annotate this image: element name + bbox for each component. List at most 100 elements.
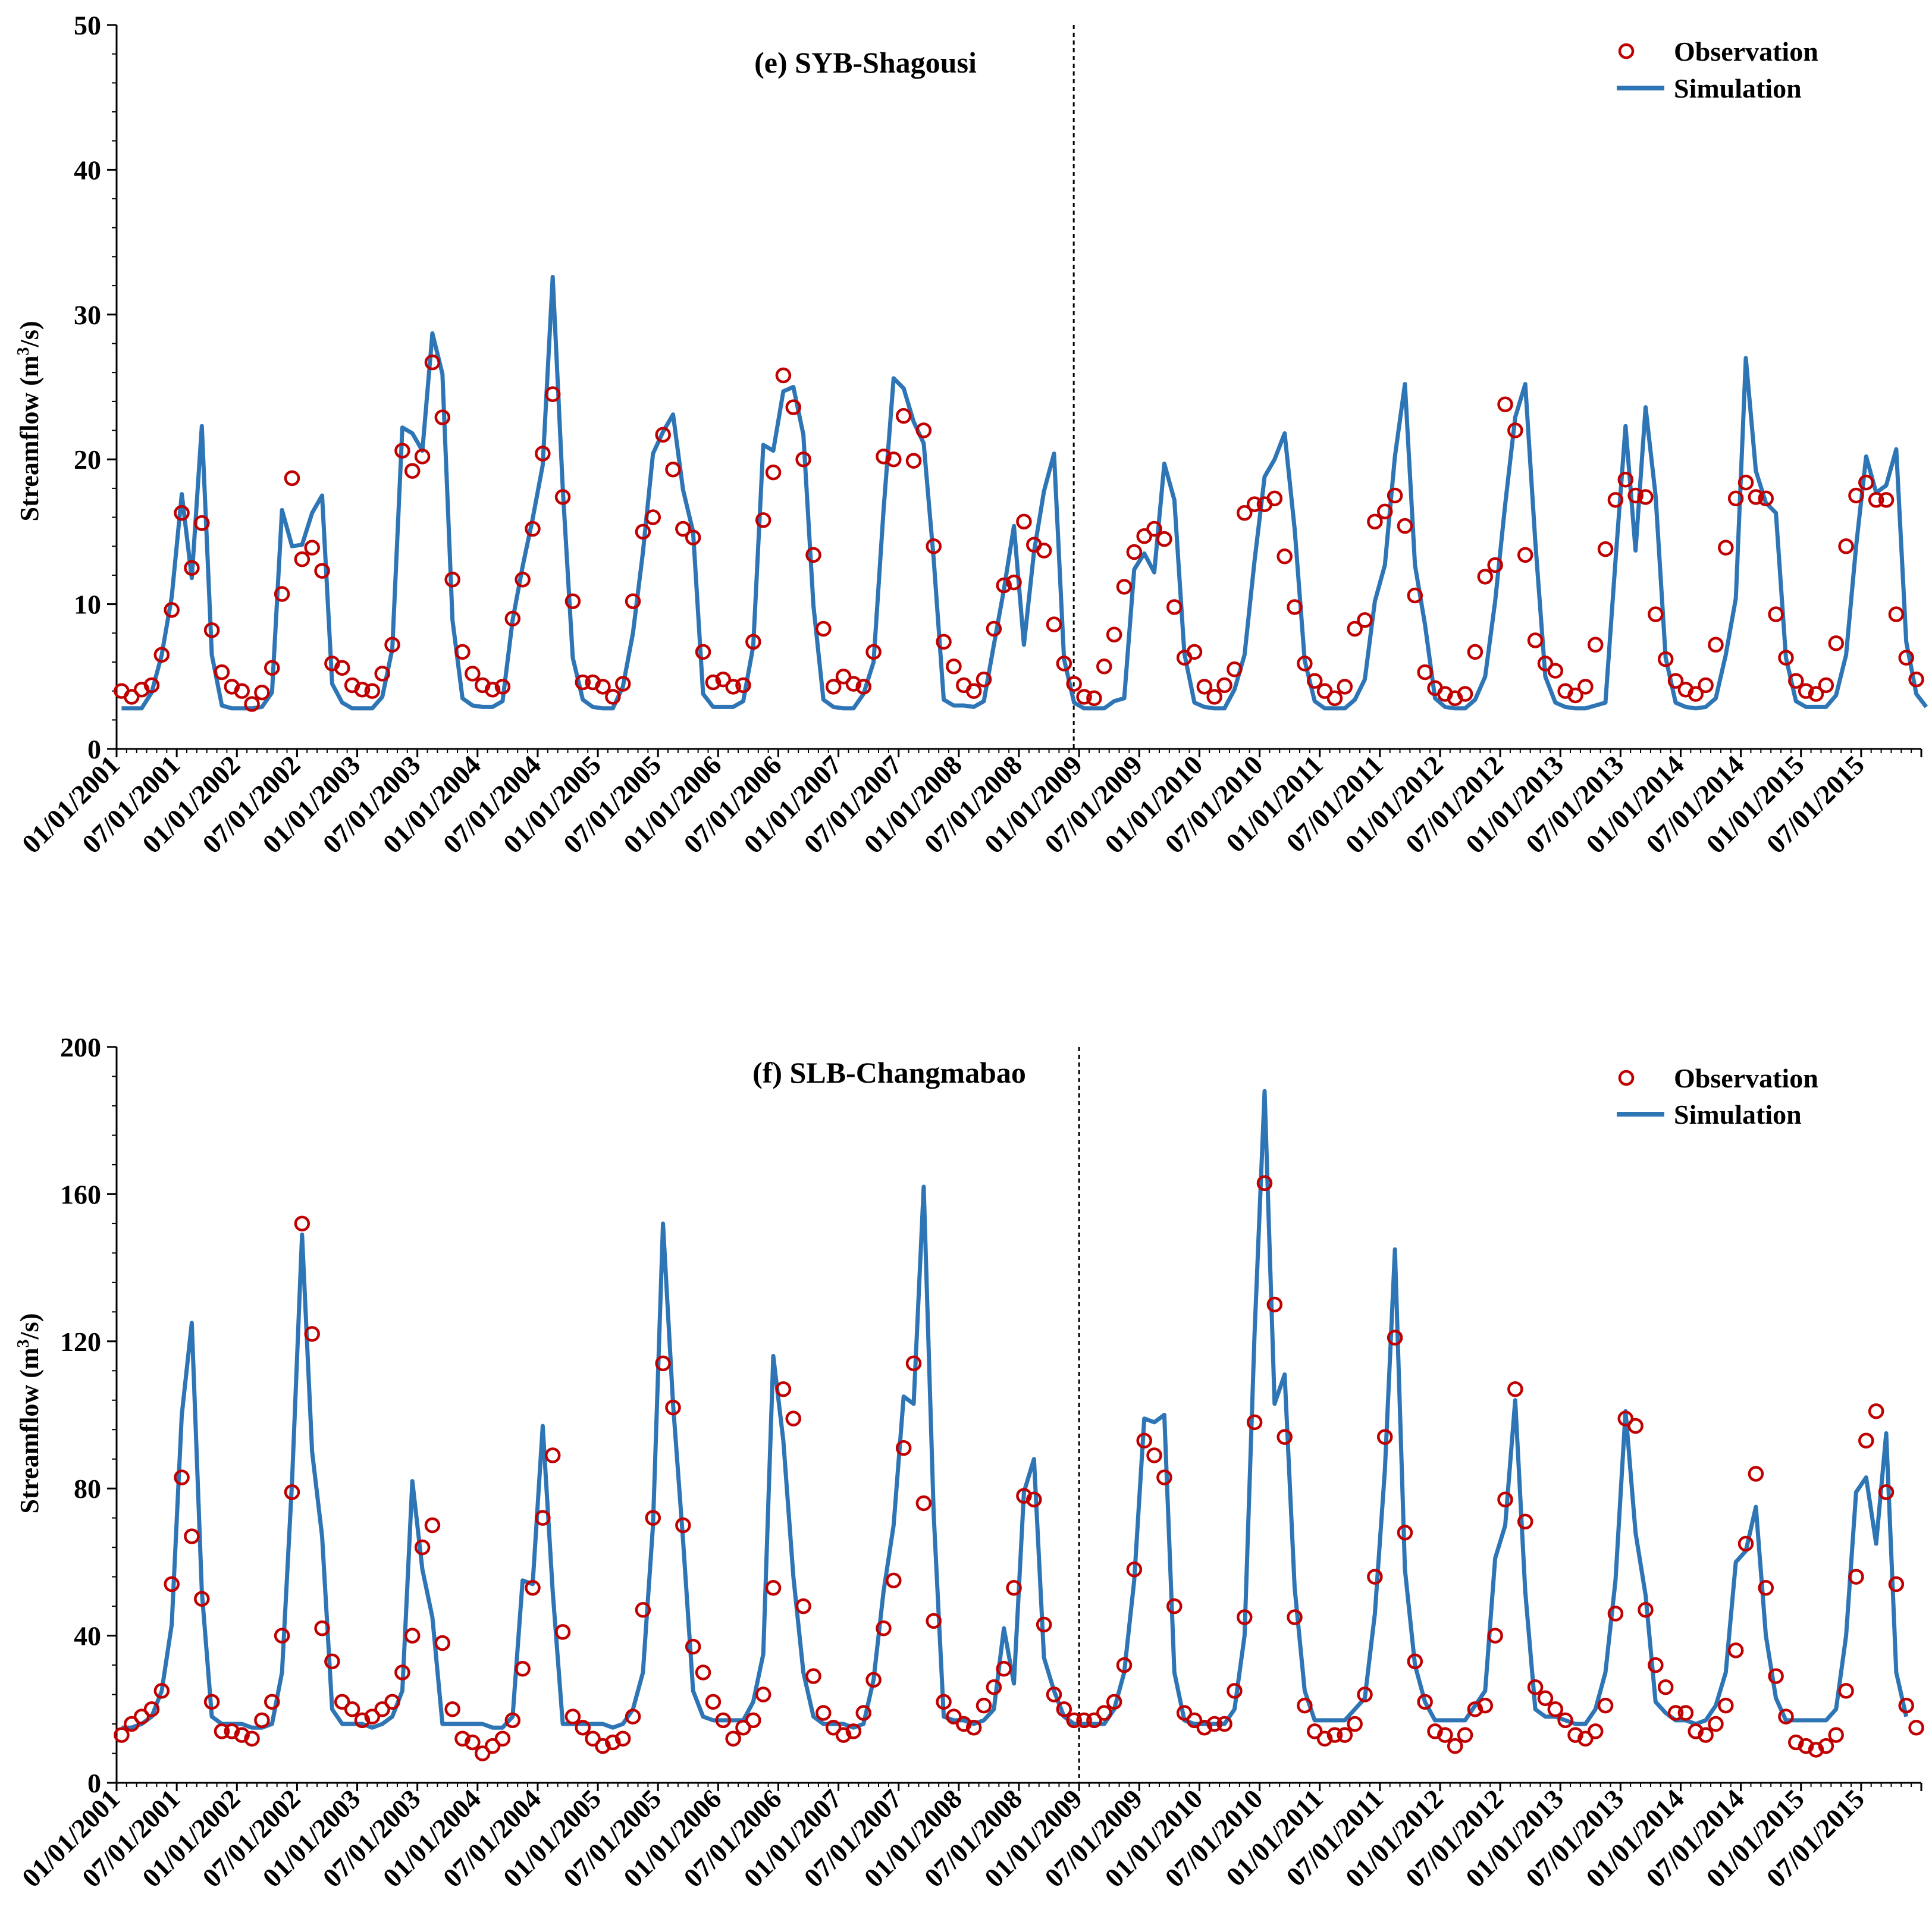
observation-point <box>915 422 932 438</box>
observation-point <box>1106 626 1122 642</box>
observation-point <box>795 1598 811 1614</box>
observation-point <box>1417 664 1433 681</box>
observation-point <box>1868 1403 1884 1419</box>
observation-point <box>876 1620 892 1636</box>
observation-point <box>976 1697 992 1714</box>
observation-point <box>1627 487 1644 504</box>
observation-point <box>1527 1679 1544 1695</box>
observation-point <box>886 1572 902 1589</box>
observation-point <box>404 463 421 479</box>
observation-point <box>444 1701 460 1717</box>
observation-point <box>1838 1683 1854 1699</box>
observation-point <box>1076 689 1092 705</box>
observation-point <box>1737 1535 1754 1552</box>
observation-point <box>1517 547 1533 563</box>
observation-point <box>203 622 220 638</box>
observation-point <box>1347 620 1363 637</box>
observation-point <box>1246 1414 1263 1431</box>
observation-point <box>915 1495 932 1512</box>
observation-point <box>525 1579 541 1596</box>
legend-observation-marker <box>1618 43 1635 59</box>
observation-point <box>324 1653 340 1670</box>
observation-point <box>1156 1469 1172 1485</box>
observation-point <box>845 676 862 692</box>
observation-point <box>254 684 270 701</box>
y-axis-label: Streamflow (m3/s) <box>14 321 44 522</box>
observation-point <box>1688 1723 1704 1739</box>
observation-point <box>1778 650 1794 666</box>
observation-point <box>364 683 381 699</box>
observation-point <box>1788 673 1804 689</box>
observation-point <box>1457 1727 1473 1743</box>
observation-point <box>1718 1697 1734 1714</box>
observation-point <box>164 602 180 618</box>
observation-point <box>905 1355 922 1372</box>
observation-point <box>1326 1727 1343 1743</box>
observation-point <box>1737 474 1754 491</box>
observation-point <box>725 1730 741 1747</box>
observation-point <box>1186 1712 1203 1729</box>
observation-point <box>504 1712 521 1729</box>
observation-point <box>1888 606 1905 622</box>
observation-point <box>564 593 581 609</box>
observation-point <box>1638 489 1654 505</box>
y-tick-label: 0 <box>87 1768 101 1798</box>
observation-point <box>1447 1738 1463 1754</box>
y-tick-label: 50 <box>74 10 101 40</box>
observation-point <box>1818 677 1834 694</box>
observation-point <box>905 453 922 469</box>
observation-point <box>805 547 821 563</box>
observation-point <box>816 1705 832 1721</box>
observation-point <box>234 683 250 699</box>
observation-point <box>1648 1657 1664 1673</box>
observation-point <box>1166 599 1183 615</box>
observation-point <box>434 1635 451 1651</box>
observation-point <box>1577 1730 1594 1747</box>
observation-point <box>614 1730 631 1747</box>
observation-point <box>184 1528 200 1544</box>
observation-point <box>1086 690 1102 707</box>
observation-point <box>1768 1668 1784 1684</box>
observation-point <box>595 1738 611 1754</box>
observation-point <box>1557 1712 1573 1729</box>
observation-point <box>996 577 1012 594</box>
observation-point <box>384 1694 400 1710</box>
observation-point <box>1427 1723 1443 1739</box>
observation-point <box>1527 632 1544 648</box>
observation-point <box>1667 1705 1684 1721</box>
observation-point <box>1276 548 1293 565</box>
observation-point <box>1206 689 1222 705</box>
observation-point <box>1607 492 1624 508</box>
observation-point <box>965 1719 982 1736</box>
y-tick-label: 20 <box>74 444 101 475</box>
observation-point <box>244 1730 260 1747</box>
observation-point <box>1316 1730 1333 1747</box>
observation-point <box>1287 599 1303 615</box>
observation-point <box>1727 1642 1744 1658</box>
observation-point <box>1828 635 1844 651</box>
observation-point <box>1136 1432 1152 1449</box>
observation-point <box>1467 644 1484 660</box>
observation-point <box>394 1664 410 1681</box>
observation-point <box>1828 1727 1844 1743</box>
y-tick-label: 10 <box>74 590 101 620</box>
observation-point <box>164 1576 180 1592</box>
observation-point <box>294 551 310 568</box>
legend-observation-marker <box>1618 1070 1635 1086</box>
observation-point <box>1297 1697 1313 1714</box>
observation-point <box>1146 1447 1162 1463</box>
observation-point <box>956 1716 972 1732</box>
observation-point <box>274 1628 290 1644</box>
observation-point <box>1587 637 1604 653</box>
observation-point <box>1046 1686 1062 1703</box>
observation-point <box>1417 1694 1433 1710</box>
observation-point <box>214 664 230 681</box>
observation-point <box>1136 528 1152 544</box>
observation-point <box>605 689 621 705</box>
observation-point <box>1357 612 1373 628</box>
observation-point <box>334 1694 350 1710</box>
y-axis-label: Streamflow (m3/s) <box>14 1313 44 1514</box>
chart-title: (e) SYB-Shagousi <box>754 46 977 79</box>
observation-point <box>1677 1705 1694 1721</box>
